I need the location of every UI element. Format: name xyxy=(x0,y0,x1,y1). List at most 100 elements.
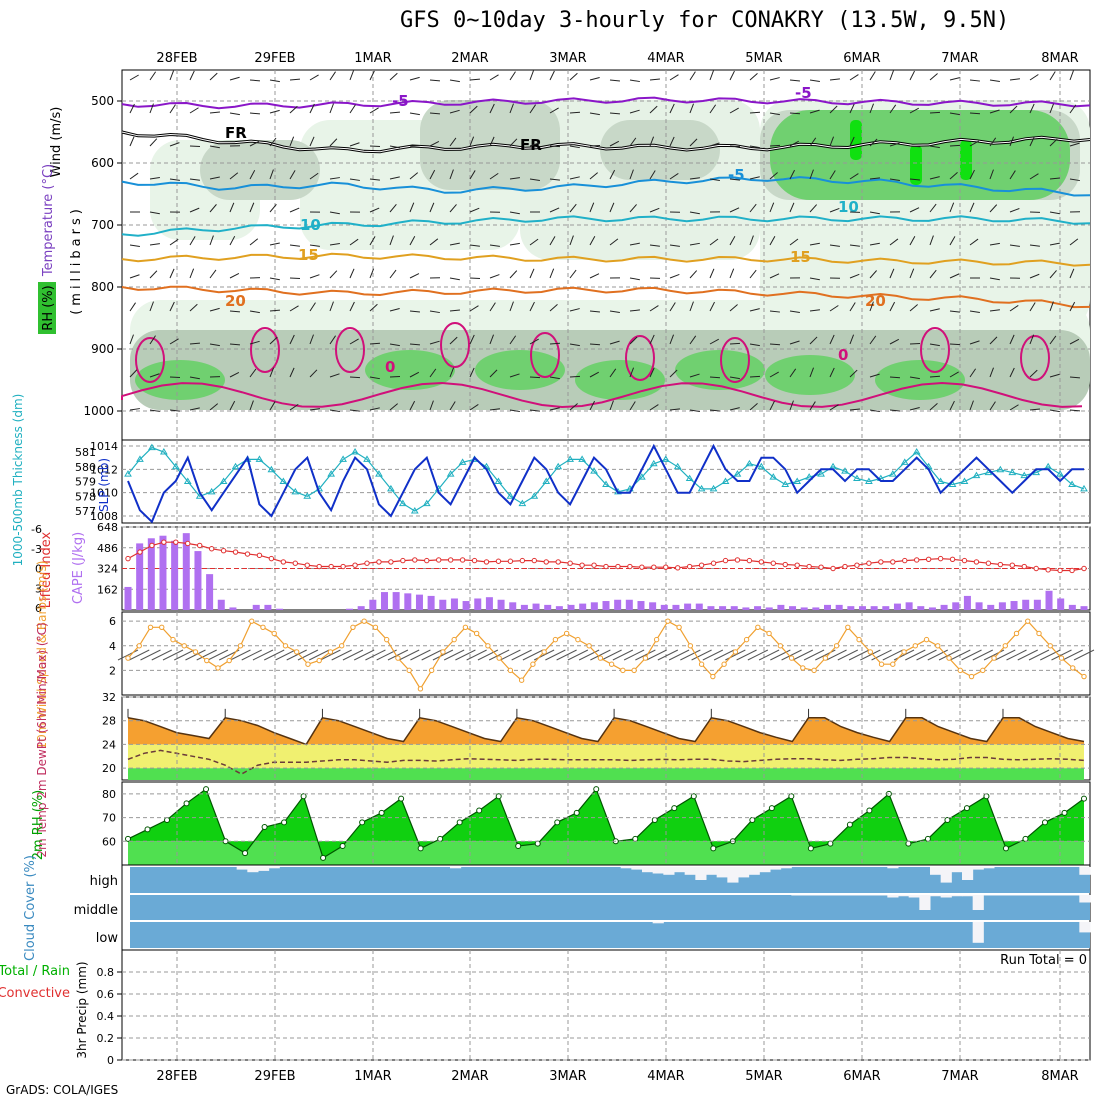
surface-barb-22 xyxy=(365,649,386,661)
wind-barb xyxy=(369,207,380,213)
cloud-middle-cell-80 xyxy=(983,895,995,896)
thickness-point-74 xyxy=(1008,468,1017,476)
wind-barb xyxy=(909,70,915,81)
cape-bar-24 xyxy=(404,593,412,610)
wind-barb xyxy=(329,177,340,180)
surface-barb-3 xyxy=(151,649,172,661)
surface-barb-15 xyxy=(286,649,307,661)
surface-barb-76 xyxy=(972,649,994,661)
wind10m-point-68 xyxy=(890,661,896,667)
contour-line-5 xyxy=(121,285,1091,309)
wind-barb xyxy=(489,408,500,411)
wind-barb xyxy=(189,70,195,81)
rh-point-9 xyxy=(300,793,307,800)
wind-barb xyxy=(409,112,420,116)
wind-barb xyxy=(989,367,994,378)
wind10m-point-57 xyxy=(766,630,772,637)
wind-barb xyxy=(829,78,840,81)
cloud-high-cell-60 xyxy=(770,867,782,870)
wind-barb xyxy=(469,207,480,213)
wind-barb xyxy=(509,103,514,114)
wind-barb xyxy=(269,242,280,246)
wind10m-point-21 xyxy=(361,618,367,624)
wind-barb xyxy=(429,79,441,82)
wind-barb xyxy=(1069,104,1077,114)
ylabel-rh2m: 2m RH (%) xyxy=(31,790,46,861)
wind-barb xyxy=(569,269,577,279)
ylabel-slp: SLP (mb) xyxy=(97,458,111,512)
cape-bar-12 xyxy=(264,604,272,610)
surface-barb-49 xyxy=(668,649,690,661)
slp-tick-label-2: 1010 xyxy=(90,487,118,500)
wind-barb xyxy=(1069,301,1076,312)
wind-barb xyxy=(929,308,940,312)
credit-text: GrADS: COLA/IGES xyxy=(6,1083,119,1097)
surface-barb-41 xyxy=(578,649,600,661)
wind-barb xyxy=(969,400,974,411)
wind-barb xyxy=(909,145,921,148)
wind-barb xyxy=(669,103,675,114)
wind-barb xyxy=(1049,103,1055,114)
wind10m-point-64 xyxy=(845,624,851,631)
wind-barb xyxy=(389,203,397,213)
contour-label-9: 15 xyxy=(790,248,811,266)
rh-point-0 xyxy=(125,835,131,842)
x-top-tick-8: 7MAR xyxy=(941,51,978,66)
wind-barb xyxy=(909,236,916,246)
wind10m-point-71 xyxy=(923,636,930,643)
upper-air-panel: 500 600 700 800 900 1000 -5 -5 FR FR -5 10 10 15 15 20 2… xyxy=(83,69,1091,441)
wind10m-point-51 xyxy=(698,661,705,667)
wind-barb xyxy=(1069,409,1081,412)
magenta-contour-base xyxy=(121,381,1083,408)
cape-bar-70 xyxy=(940,604,948,610)
wind-barb xyxy=(169,268,175,279)
thickness-point-64 xyxy=(888,470,897,477)
cape-bar-34 xyxy=(520,604,528,610)
wind-barb xyxy=(249,112,261,115)
cape-bar-54 xyxy=(754,606,762,610)
cloud-middle-cell-71 xyxy=(887,895,899,898)
wind-barb xyxy=(689,335,697,345)
wind-barb xyxy=(309,172,319,180)
wind-barb xyxy=(229,400,236,411)
wind-barb xyxy=(469,404,479,411)
surface-barb-59 xyxy=(781,649,802,661)
li-tick-label-2: 0 xyxy=(35,563,42,576)
wind-barb xyxy=(949,343,961,346)
wind-barb xyxy=(889,338,900,345)
temp-line xyxy=(127,716,1085,746)
cloud-middle-cell-78 xyxy=(962,895,974,897)
rh-point-17 xyxy=(456,819,463,826)
ylabel-thickness: 1000-500mb Thickness (dm) xyxy=(11,394,25,567)
wind-barb xyxy=(549,268,555,279)
wind-barb xyxy=(189,342,201,345)
thick-tick-label-2: 579 xyxy=(75,476,96,489)
wind-barb xyxy=(789,368,797,378)
wind-barb xyxy=(469,244,480,247)
wind-barb xyxy=(449,401,456,411)
wind-barb xyxy=(129,103,135,114)
wind-barb xyxy=(269,79,280,83)
wind-barb xyxy=(969,238,979,246)
wind-barb xyxy=(209,235,214,246)
wind-barb xyxy=(789,140,800,147)
li-point-40 xyxy=(603,563,609,570)
wind-barb xyxy=(249,310,260,314)
li-point-67 xyxy=(925,556,932,562)
wind10m-point-11 xyxy=(249,618,255,624)
surface-barb-78 xyxy=(995,649,1016,661)
wind-barb xyxy=(769,77,780,81)
wind-barb xyxy=(829,170,836,180)
wind-barb xyxy=(129,302,136,312)
wind-barb xyxy=(249,202,255,213)
wind-barb xyxy=(689,270,698,279)
slp-tick-label-1: 1012 xyxy=(90,463,118,476)
cloud-high-cell-49 xyxy=(652,867,664,874)
wind-barb xyxy=(909,207,920,213)
surface-barb-20 xyxy=(342,649,364,661)
wind-barb xyxy=(1029,173,1039,180)
li-point-9 xyxy=(232,549,239,555)
li-point-47 xyxy=(686,563,693,570)
thickness-point-18 xyxy=(339,455,347,462)
wind-barb xyxy=(709,301,715,312)
